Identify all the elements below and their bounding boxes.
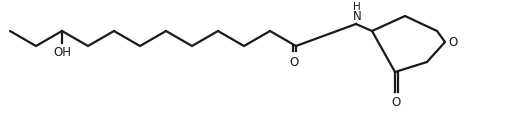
Text: O: O [289, 56, 299, 69]
Text: H: H [353, 2, 361, 12]
Text: N: N [353, 9, 361, 22]
Text: OH: OH [53, 46, 71, 59]
Text: O: O [392, 96, 400, 109]
Text: O: O [448, 36, 458, 49]
